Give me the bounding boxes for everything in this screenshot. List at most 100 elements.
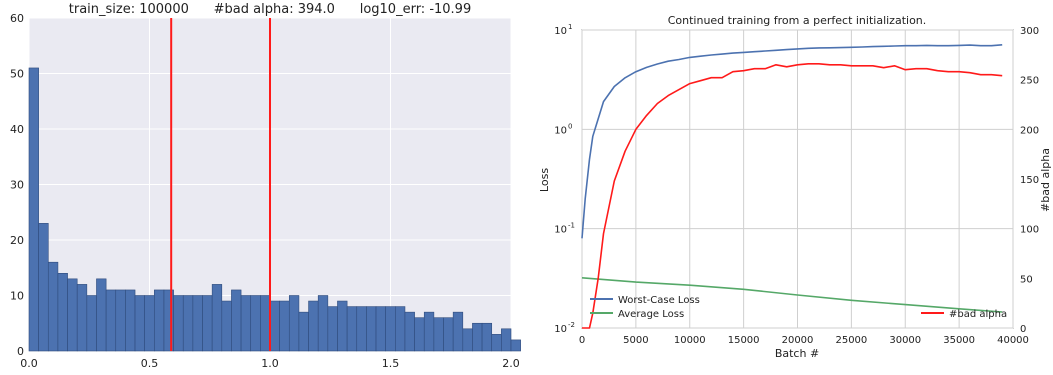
line-left-y-axis-label: Loss <box>538 168 551 192</box>
line-left-y-tick-base: 10 <box>554 125 567 136</box>
line-right-y-axis-label: #bad alpha <box>1039 148 1052 212</box>
histogram-bar <box>105 289 117 352</box>
line-x-tick-label: 40000 <box>997 335 1029 346</box>
histogram-bar <box>356 306 367 352</box>
line-gridlines <box>581 29 1014 329</box>
histogram-bar <box>231 289 242 352</box>
line-left-y-tick-exponent: 1 <box>568 23 572 31</box>
line-left-y-tick-exponent: 0 <box>568 122 572 130</box>
histogram-bar <box>472 322 483 352</box>
line-right-y-tick-label: 250 <box>1020 76 1039 87</box>
line-right-y-tick-label: 300 <box>1020 26 1039 37</box>
histogram-bar <box>173 295 184 352</box>
histogram-bar <box>404 311 415 352</box>
line-right-y-tick-label: 0 <box>1020 324 1026 335</box>
legend-right: #bad alpha <box>921 309 1007 320</box>
line-x-axis-label: Batch # <box>775 347 819 360</box>
histogram-bar <box>308 300 319 352</box>
histogram-bar <box>134 295 145 352</box>
histogram-bar <box>385 306 396 352</box>
histogram-x-tick-label: 1.5 <box>382 357 400 370</box>
histogram-y-tick-label: 10 <box>10 290 24 303</box>
histogram-y-tick-label: 30 <box>10 179 24 192</box>
line-right-y-tick-label: 50 <box>1020 274 1033 285</box>
histogram-threshold-lines <box>170 18 271 351</box>
histogram-x-tick-label: 1.0 <box>261 357 279 370</box>
line-right-y-tick-label: 150 <box>1020 175 1039 186</box>
histogram-bar <box>269 300 280 352</box>
histogram-bar <box>491 334 502 352</box>
histogram-bar <box>221 300 232 352</box>
line-x-tick-label: 30000 <box>889 335 921 346</box>
line-chart-title: Continued training from a perfect initia… <box>668 14 927 27</box>
histogram-bar <box>443 317 454 352</box>
histogram-bar <box>375 306 386 352</box>
histogram-bars <box>28 67 521 352</box>
line-x-tick-label: 0 <box>579 335 585 346</box>
histogram-bar <box>452 311 464 352</box>
histogram-bar <box>125 289 136 352</box>
line-x-tick-label: 35000 <box>943 335 975 346</box>
histogram-bar <box>260 295 271 352</box>
histogram-bar <box>366 306 377 352</box>
line-x-tick-label: 15000 <box>728 335 760 346</box>
histogram-bar <box>144 295 155 352</box>
line-x-tick-label: 5000 <box>623 335 648 346</box>
histogram-title: train_size: 100000 #bad alpha: 394.0 log… <box>69 2 471 17</box>
histogram-bar <box>510 339 521 352</box>
legend-left: Worst-Case Loss Average Loss <box>590 295 700 320</box>
histogram-bar <box>327 306 338 352</box>
histogram-y-tick-labels: 0 10 20 30 40 50 60 <box>10 12 24 358</box>
histogram-bar <box>38 223 49 352</box>
histogram-x-tick-labels: 0.0 0.5 1.0 1.5 2.0 <box>20 357 520 370</box>
histogram-bar <box>462 328 473 352</box>
histogram-bar <box>202 295 213 352</box>
histogram-bar <box>395 306 406 352</box>
histogram-bar <box>192 295 203 352</box>
histogram-bar <box>414 317 425 352</box>
series-line-bad-alpha <box>582 63 1003 329</box>
histogram-bar <box>211 284 223 352</box>
line-right-y-tick-labels: 0 50 100 150 200 250 300 <box>1020 26 1039 335</box>
histogram-bar <box>250 295 261 352</box>
line-x-tick-label: 25000 <box>835 335 867 346</box>
histogram-x-tick-label: 0.5 <box>141 357 159 370</box>
histogram-x-tick-label: 2.0 <box>502 357 520 370</box>
legend-label-bad-alpha: #bad alpha <box>949 309 1007 320</box>
legend-label-average-loss: Average Loss <box>618 309 684 320</box>
histogram-bar <box>115 289 126 352</box>
line-right-y-tick-label: 100 <box>1020 225 1039 236</box>
histogram-x-tick-label: 0.0 <box>20 357 38 370</box>
histogram-bar <box>337 300 348 352</box>
line-x-tick-labels: 0 5000 10000 15000 20000 25000 30000 35000 40000 <box>579 335 1029 346</box>
histogram-bar <box>433 317 444 352</box>
histogram-y-tick-label: 50 <box>10 68 24 81</box>
histogram-bar <box>28 67 39 352</box>
line-x-tick-label: 20000 <box>782 335 814 346</box>
histogram-bar <box>67 278 78 352</box>
series-line-average-loss <box>581 277 1003 313</box>
line-left-y-tick-base: 10 <box>554 324 567 335</box>
histogram-chart: 0.0 0.5 1.0 1.5 2.0 0 10 20 30 40 50 60 train_size… <box>10 2 521 370</box>
histogram-y-tick-label: 20 <box>10 234 24 247</box>
histogram-bar <box>154 289 165 352</box>
line-series-group <box>581 44 1003 329</box>
histogram-bar <box>481 322 493 352</box>
line-left-y-tick-base: 10 <box>554 225 567 236</box>
histogram-bar <box>317 295 329 352</box>
histogram-bar <box>501 328 512 352</box>
histogram-y-tick-label: 40 <box>10 123 24 136</box>
histogram-bar <box>47 261 59 352</box>
histogram-bar <box>279 300 290 352</box>
histogram-bar <box>423 311 435 352</box>
histogram-bar <box>182 295 194 352</box>
line-left-y-tick-exponent: -2 <box>568 321 575 329</box>
line-left-y-tick-base: 10 <box>554 26 567 37</box>
histogram-y-tick-label: 60 <box>10 12 24 25</box>
line-x-tick-label: 10000 <box>674 335 706 346</box>
histogram-bar <box>288 295 300 352</box>
legend-label-worst-case-loss: Worst-Case Loss <box>618 295 700 306</box>
series-line-worst-case-loss <box>581 44 1003 239</box>
